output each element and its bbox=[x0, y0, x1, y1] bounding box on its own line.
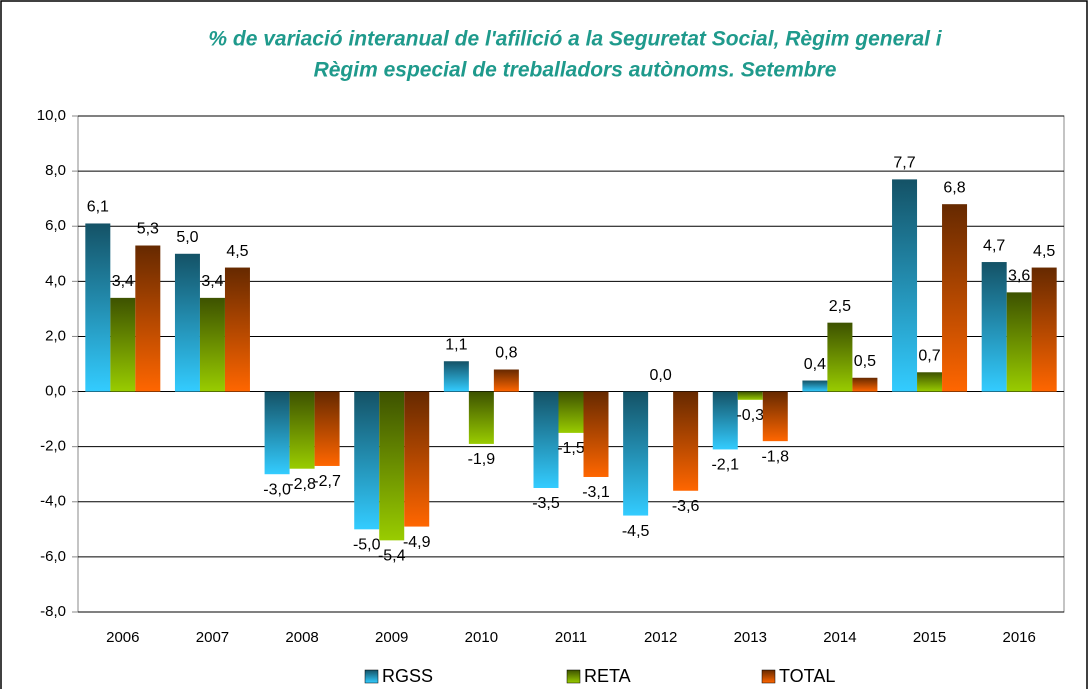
value-label: 5,3 bbox=[137, 221, 159, 238]
legend-swatch bbox=[364, 669, 379, 684]
value-label: -2,1 bbox=[711, 457, 739, 474]
x-tick-label: 2013 bbox=[734, 629, 767, 646]
chart-title: % de variació interanual de l'afilició a… bbox=[208, 28, 942, 51]
chart-title: Règim especial de treballadors autònoms.… bbox=[314, 59, 837, 82]
value-label: -4,5 bbox=[622, 523, 650, 540]
bar bbox=[443, 361, 469, 392]
value-label: 5,0 bbox=[176, 229, 198, 246]
x-tick-label: 2015 bbox=[913, 629, 946, 646]
value-label: 3,4 bbox=[201, 273, 223, 290]
bar bbox=[493, 369, 519, 392]
value-label: 7,7 bbox=[893, 155, 915, 172]
bar bbox=[1006, 292, 1032, 392]
value-label: 3,4 bbox=[112, 273, 134, 290]
y-tick-label: -6,0 bbox=[40, 548, 66, 565]
value-label: -3,1 bbox=[582, 484, 610, 501]
bar bbox=[762, 391, 788, 442]
value-label: -2,7 bbox=[313, 473, 341, 490]
bar bbox=[558, 391, 584, 433]
value-label: -1,5 bbox=[557, 440, 585, 457]
y-tick-label: 0,0 bbox=[45, 383, 66, 400]
value-label: -4,9 bbox=[403, 534, 431, 551]
value-label: 4,5 bbox=[226, 243, 248, 260]
value-label: -0,3 bbox=[736, 407, 764, 424]
value-label: 6,8 bbox=[943, 179, 965, 196]
bar bbox=[852, 377, 878, 392]
bar bbox=[737, 391, 763, 400]
legend-label: RGSS bbox=[382, 666, 433, 686]
value-label: 2,5 bbox=[829, 298, 851, 315]
bar bbox=[981, 262, 1007, 392]
bar bbox=[917, 372, 943, 392]
bar bbox=[673, 391, 699, 491]
bar bbox=[289, 391, 315, 469]
value-label: -5,0 bbox=[353, 537, 381, 554]
bar bbox=[468, 391, 494, 444]
value-label: 0,0 bbox=[650, 367, 672, 384]
bar bbox=[264, 391, 290, 475]
bar bbox=[623, 391, 649, 516]
legend-label: TOTAL bbox=[779, 666, 835, 686]
bar bbox=[314, 391, 340, 466]
bar bbox=[802, 380, 828, 392]
value-label: 4,7 bbox=[983, 237, 1005, 254]
y-tick-label: -8,0 bbox=[40, 603, 66, 620]
bar bbox=[533, 391, 559, 488]
bar bbox=[85, 223, 111, 392]
value-label: -3,6 bbox=[672, 498, 700, 515]
bar bbox=[712, 391, 738, 450]
value-label: -1,8 bbox=[761, 448, 789, 465]
value-label: 0,8 bbox=[495, 345, 517, 362]
bar bbox=[199, 297, 225, 392]
value-label: 3,6 bbox=[1008, 268, 1030, 285]
y-tick-label: 2,0 bbox=[45, 327, 66, 344]
bar bbox=[1031, 267, 1057, 392]
value-label: -2,8 bbox=[288, 476, 316, 493]
value-label: -1,9 bbox=[468, 451, 496, 468]
bar bbox=[379, 391, 405, 541]
x-tick-label: 2007 bbox=[196, 629, 229, 646]
y-tick-label: -2,0 bbox=[40, 438, 66, 455]
x-tick-label: 2009 bbox=[375, 629, 408, 646]
value-label: 6,1 bbox=[87, 199, 109, 216]
x-tick-label: 2014 bbox=[823, 629, 856, 646]
bar bbox=[942, 204, 968, 392]
x-tick-label: 2016 bbox=[1002, 629, 1035, 646]
bar bbox=[354, 391, 380, 530]
value-label: -3,0 bbox=[263, 481, 291, 498]
bar bbox=[827, 322, 853, 392]
value-label: 0,5 bbox=[854, 353, 876, 370]
bar bbox=[892, 179, 918, 392]
value-label: -3,5 bbox=[532, 495, 560, 512]
x-tick-label: 2008 bbox=[285, 629, 318, 646]
value-label: 0,4 bbox=[804, 356, 826, 373]
value-label: 1,1 bbox=[445, 336, 467, 353]
x-tick-label: 2006 bbox=[106, 629, 139, 646]
bar bbox=[174, 253, 200, 392]
legend-swatch bbox=[566, 669, 581, 684]
legend-swatch bbox=[761, 669, 776, 684]
y-tick-label: 6,0 bbox=[45, 217, 66, 234]
y-tick-label: 8,0 bbox=[45, 162, 66, 179]
bar bbox=[135, 245, 161, 392]
bar bbox=[224, 267, 250, 392]
y-tick-label: -4,0 bbox=[40, 493, 66, 510]
value-label: 4,5 bbox=[1033, 243, 1055, 260]
legend-label: RETA bbox=[584, 666, 631, 686]
y-tick-label: 4,0 bbox=[45, 272, 66, 289]
x-tick-label: 2010 bbox=[465, 629, 498, 646]
bar bbox=[583, 391, 609, 477]
x-tick-label: 2011 bbox=[555, 629, 587, 646]
value-label: 0,7 bbox=[918, 347, 940, 364]
x-tick-label: 2012 bbox=[644, 629, 677, 646]
bar bbox=[404, 391, 430, 527]
value-label: -5,4 bbox=[378, 548, 406, 565]
y-tick-label: 10,0 bbox=[37, 107, 66, 124]
bar bbox=[110, 297, 136, 392]
